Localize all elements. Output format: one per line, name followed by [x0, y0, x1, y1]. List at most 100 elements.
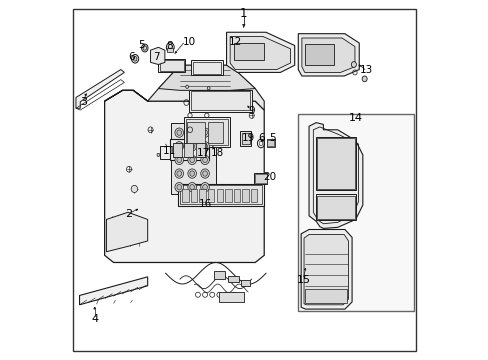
Bar	[184, 143, 193, 157]
Text: 5: 5	[268, 133, 275, 143]
Bar	[172, 143, 206, 157]
Text: 19: 19	[241, 133, 254, 143]
Ellipse shape	[187, 141, 196, 151]
Ellipse shape	[175, 169, 183, 178]
Text: 14: 14	[348, 113, 362, 123]
Text: 11: 11	[162, 145, 176, 156]
Polygon shape	[80, 277, 147, 305]
Ellipse shape	[351, 62, 356, 67]
Ellipse shape	[175, 141, 183, 151]
Text: 4: 4	[91, 314, 98, 324]
Ellipse shape	[187, 155, 196, 165]
Bar	[228, 276, 239, 282]
Ellipse shape	[175, 183, 183, 192]
Ellipse shape	[187, 169, 196, 178]
Ellipse shape	[175, 155, 183, 165]
Bar	[241, 280, 249, 286]
Ellipse shape	[175, 128, 183, 137]
Ellipse shape	[177, 184, 181, 190]
Text: 3: 3	[80, 97, 87, 107]
Ellipse shape	[189, 144, 194, 149]
Bar	[178, 184, 264, 206]
Bar	[172, 143, 182, 157]
Ellipse shape	[203, 171, 207, 176]
Ellipse shape	[201, 169, 209, 178]
Ellipse shape	[166, 42, 174, 52]
Bar	[167, 48, 173, 51]
Ellipse shape	[189, 157, 194, 163]
Polygon shape	[226, 32, 294, 72]
Ellipse shape	[189, 171, 194, 176]
Ellipse shape	[133, 57, 137, 61]
Bar	[190, 60, 223, 75]
Bar	[180, 185, 262, 204]
Bar	[253, 173, 267, 184]
Ellipse shape	[142, 44, 148, 52]
Bar	[207, 122, 223, 143]
Text: 13: 13	[359, 64, 372, 75]
Bar	[188, 90, 251, 112]
Bar	[241, 133, 249, 144]
Bar	[187, 122, 204, 143]
Text: 15: 15	[296, 275, 310, 285]
Bar	[316, 194, 355, 220]
Bar	[192, 62, 221, 74]
Ellipse shape	[157, 153, 160, 157]
Polygon shape	[230, 37, 290, 69]
Ellipse shape	[187, 128, 196, 137]
Polygon shape	[298, 34, 359, 76]
Text: 6: 6	[258, 133, 264, 143]
Bar	[183, 117, 230, 147]
Ellipse shape	[131, 185, 137, 193]
Text: 1: 1	[240, 7, 247, 20]
Ellipse shape	[177, 157, 181, 163]
Text: 8: 8	[165, 41, 172, 50]
Bar	[219, 292, 244, 302]
Polygon shape	[304, 234, 348, 305]
Polygon shape	[106, 212, 147, 252]
Ellipse shape	[187, 183, 196, 192]
Bar	[267, 140, 273, 146]
Bar	[242, 189, 248, 202]
Text: 20: 20	[263, 172, 276, 183]
Bar	[182, 189, 188, 202]
Polygon shape	[301, 229, 351, 309]
Bar	[224, 189, 231, 202]
Polygon shape	[150, 47, 164, 64]
Ellipse shape	[362, 76, 366, 82]
Bar	[214, 271, 224, 279]
Polygon shape	[158, 65, 255, 90]
Bar	[185, 119, 227, 145]
Ellipse shape	[201, 141, 209, 151]
Text: 9: 9	[248, 106, 254, 116]
Ellipse shape	[203, 184, 207, 190]
Ellipse shape	[207, 87, 210, 90]
Bar	[266, 139, 274, 147]
Ellipse shape	[203, 130, 207, 135]
Bar	[250, 189, 257, 202]
Ellipse shape	[203, 144, 207, 149]
Text: 2: 2	[125, 209, 132, 219]
Bar	[207, 189, 214, 202]
Ellipse shape	[142, 46, 146, 50]
Polygon shape	[171, 123, 215, 194]
Bar	[190, 189, 197, 202]
Bar	[190, 91, 249, 111]
Bar	[305, 44, 333, 64]
Ellipse shape	[185, 85, 188, 88]
Bar	[195, 143, 204, 157]
Bar	[317, 138, 354, 189]
Text: 7: 7	[153, 52, 159, 62]
Bar	[297, 114, 413, 311]
Bar	[304, 289, 346, 303]
Text: 5: 5	[138, 40, 144, 50]
Bar	[233, 189, 240, 202]
Ellipse shape	[189, 130, 194, 135]
Bar	[317, 196, 354, 219]
Ellipse shape	[201, 155, 209, 165]
Bar	[158, 59, 185, 72]
Text: 18: 18	[210, 148, 224, 158]
Bar	[199, 189, 205, 202]
Bar	[216, 189, 223, 202]
Polygon shape	[301, 38, 354, 72]
